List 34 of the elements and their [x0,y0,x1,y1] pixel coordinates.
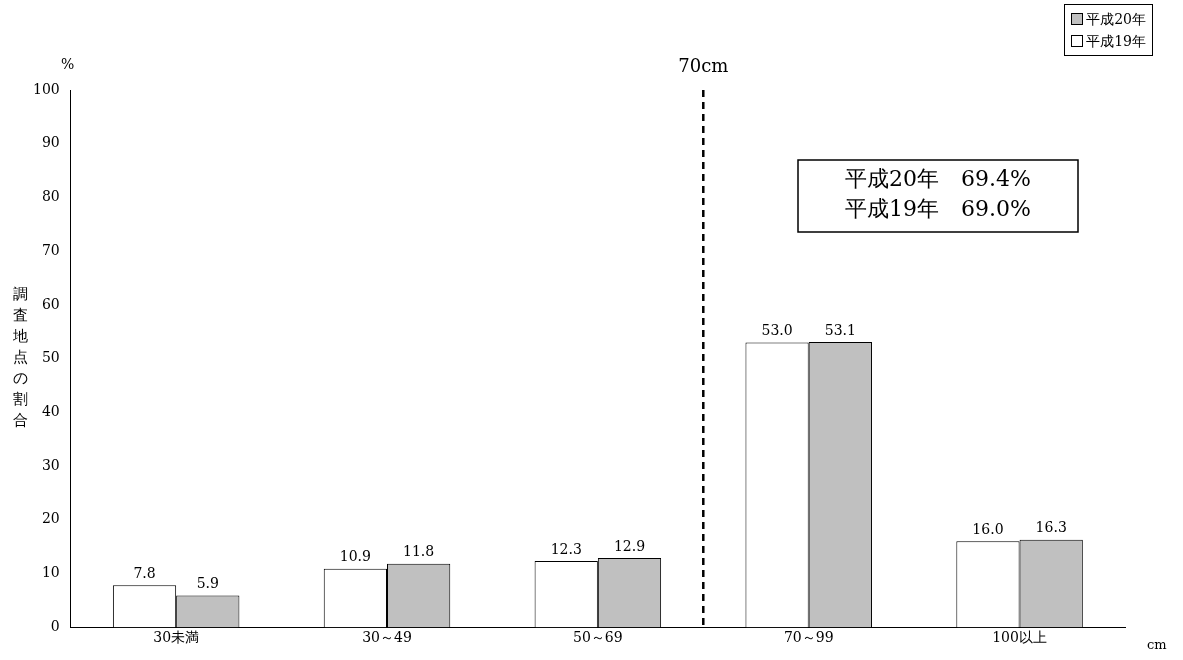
y-tick-label: 100 [32,80,60,97]
text: % [61,55,75,72]
y-tick-label: 10 [41,564,60,581]
x-tick-label: 30未満 [153,629,200,646]
x-tick-label: 100以上 [992,629,1047,646]
y-tick-label: 50 [41,349,60,366]
data-label: 12.9 [613,537,646,554]
x-tick-label: 70～99 [783,629,834,646]
y-tick-label: 0 [50,617,60,634]
data-label: 5.9 [196,575,219,592]
data-label: 10.9 [339,548,371,565]
text: 70cm [678,54,729,76]
text: 平成19年 [1086,32,1146,51]
y-tick-label: 70 [41,241,60,258]
y-tick-label: 90 [41,134,60,151]
y-tick-label: 20 [41,510,60,527]
data-label: 53.1 [824,321,856,338]
data-label: 53.0 [761,322,793,339]
x-tick-label: 50～69 [573,629,623,646]
data-label: 7.8 [133,564,156,581]
data-label: 16.0 [972,520,1004,537]
x-tick-label: 30～49 [362,629,412,646]
legend-label: 平成20年 [1086,10,1146,29]
data-label: 11.8 [403,543,435,560]
annotation: 平成19年 69.0% [845,195,1031,221]
x-axis-title: cm [1147,636,1167,652]
data-label: 16.3 [1035,519,1067,536]
y-tick-label: 40 [41,402,60,419]
y-tick-label: 60 [41,295,60,312]
annotation: 平成20年 69.4% [845,165,1031,191]
y-tick-label: 30 [41,456,60,473]
y-axis-title: 調査地点の割合 [11,285,28,430]
data-label: 12.3 [550,540,582,557]
y-tick-label: 80 [41,188,60,205]
